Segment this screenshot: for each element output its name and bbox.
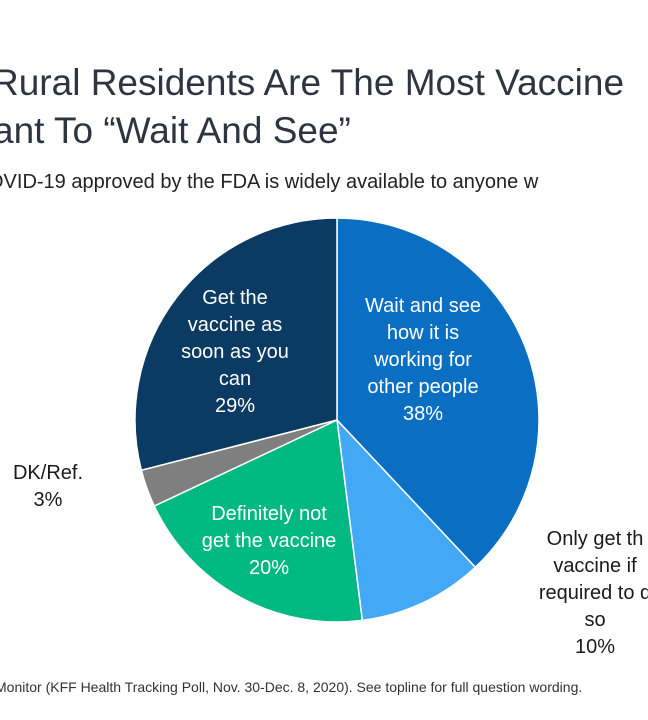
slice-value-wait-and-see: 38% — [402, 403, 444, 425]
slice-label-definitely-not-line: get the vaccine — [201, 530, 337, 552]
slice-wait-and-see — [336, 217, 540, 569]
slice-label-only-if-required-line: Only get th — [546, 528, 644, 550]
slice-label-dk-ref: DK/Ref. 3% — [0, 460, 96, 514]
slice-label-get-asap: Get the vaccine as soon as you can 29% — [160, 285, 310, 420]
slice-label-definitely-not-line: Definitely not — [211, 503, 327, 525]
slice-label-only-if-required-line: required to d — [538, 582, 648, 604]
slice-label-get-asap-line: vaccine as — [187, 314, 283, 336]
slice-definitely-not — [153, 418, 364, 623]
slice-label-wait-and-see: Wait and see how it is working for other… — [343, 293, 503, 428]
slice-value-only-if-required: 10% — [574, 636, 616, 658]
slice-label-wait-and-see-line: Wait and see — [365, 295, 481, 317]
slice-get-asap — [134, 217, 338, 472]
slice-label-wait-and-see-line: working for — [374, 349, 472, 371]
chart-title-line-1: Rural Residents Are The Most Vaccine — [0, 62, 625, 103]
footnote: Monitor (KFF Health Tracking Poll, Nov. … — [0, 679, 583, 695]
slice-label-definitely-not: Definitely not get the vaccine 20% — [184, 501, 354, 582]
slice-only-if-required — [335, 417, 477, 622]
slice-value-get-asap: 29% — [214, 395, 256, 417]
slice-label-only-if-required-line: so — [584, 609, 606, 631]
chart-subtitle: OVID-19 approved by the FDA is widely av… — [0, 171, 539, 193]
slice-label-dk-ref-line: DK/Ref. — [12, 462, 84, 484]
slice-label-get-asap-line: soon as you — [181, 341, 289, 363]
slice-label-only-if-required-line: vaccine if — [553, 555, 637, 577]
slice-value-dk-ref: 3% — [33, 489, 63, 511]
slice-label-only-if-required: Only get th vaccine if required to d so … — [515, 526, 648, 661]
slice-label-wait-and-see-line: how it is — [386, 322, 460, 344]
slice-value-definitely-not: 20% — [248, 557, 290, 579]
slice-label-get-asap-line: Get the — [202, 287, 268, 309]
chart-title-line-2: ant To “Wait And See” — [0, 110, 351, 151]
slice-label-get-asap-line: can — [218, 368, 252, 390]
slice-label-wait-and-see-line: other people — [367, 376, 479, 398]
